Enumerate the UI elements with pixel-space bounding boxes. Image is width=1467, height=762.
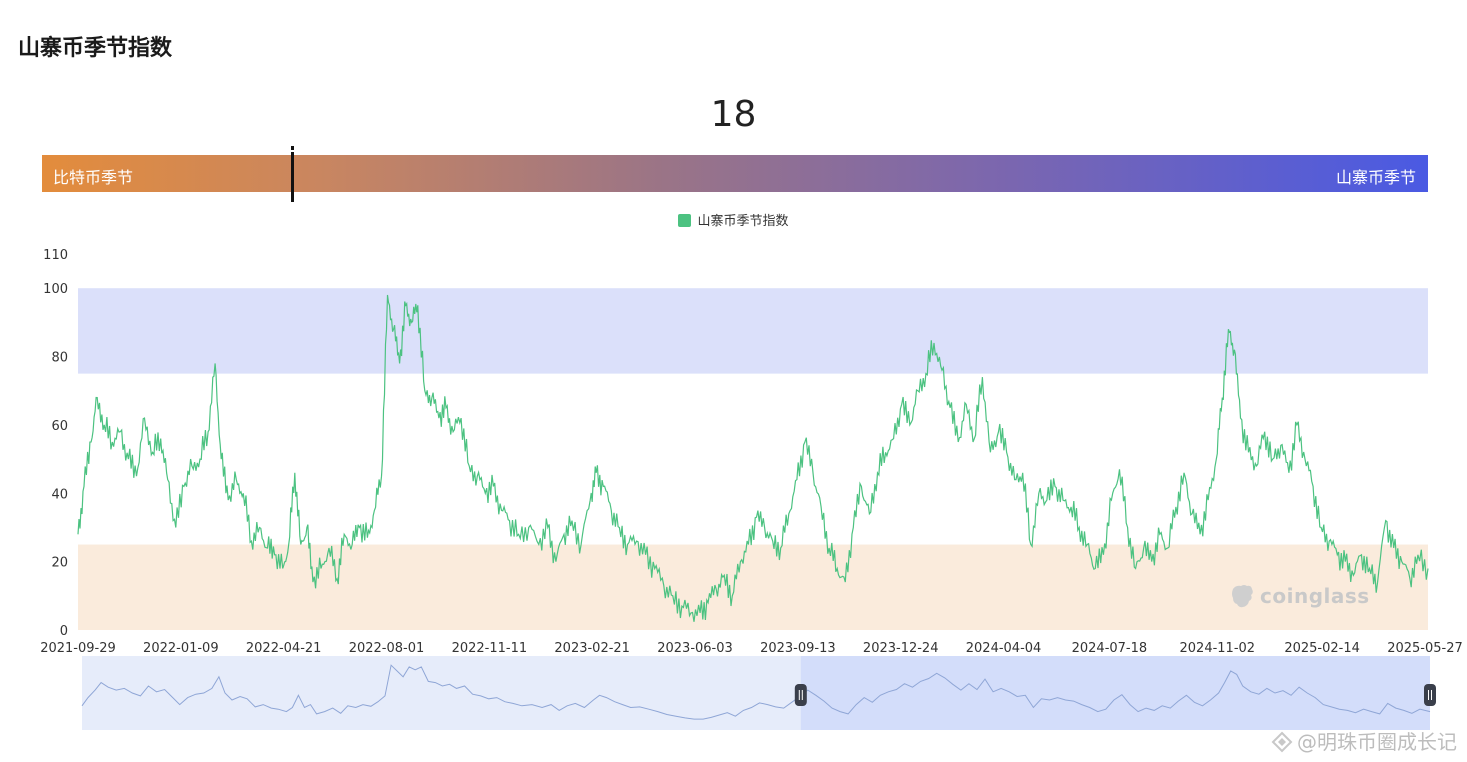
navigator-selected-range[interactable] xyxy=(800,656,1430,730)
x-tick-label: 2024-07-18 xyxy=(1072,641,1148,656)
diamond-icon xyxy=(1271,731,1293,753)
chart-legend[interactable]: 山寨币季节指数 xyxy=(0,210,1467,229)
bitcoin-season-band xyxy=(78,544,1428,630)
coinglass-logo-icon xyxy=(1232,585,1253,608)
watermark-text: coinglass xyxy=(1260,584,1370,608)
author-credit: @明珠币圈成长记 xyxy=(1271,726,1457,755)
current-index-value: 18 xyxy=(710,94,757,135)
altcoin-season-label: 山寨币季节 xyxy=(1335,168,1416,187)
y-tick-label: 40 xyxy=(51,487,68,502)
navigator-handle-right[interactable] xyxy=(1424,684,1436,706)
navigator-handle-left[interactable] xyxy=(794,684,807,706)
legend-label: 山寨币季节指数 xyxy=(697,214,789,229)
x-tick-label: 2023-09-13 xyxy=(760,641,836,656)
y-tick-label: 110 xyxy=(43,248,68,263)
x-tick-label: 2025-02-14 xyxy=(1284,641,1360,656)
x-tick-label: 2024-04-04 xyxy=(966,641,1042,656)
navigator-line xyxy=(81,664,1431,720)
credit-text: @明珠币圈成长记 xyxy=(1297,730,1457,754)
x-tick-label: 2022-01-09 xyxy=(143,641,219,656)
season-gradient-bar: 比特币季节 山寨币季节 xyxy=(42,155,1428,192)
x-tick-label: 2024-11-02 xyxy=(1180,641,1256,656)
series-line-altcoin-index xyxy=(77,294,1429,622)
x-tick-label: 2021-09-29 xyxy=(40,641,116,656)
y-tick-label: 60 xyxy=(51,419,68,434)
x-tick-label: 2022-04-21 xyxy=(246,641,322,656)
altcoin-season-band xyxy=(78,288,1428,374)
x-tick-label: 2022-08-01 xyxy=(349,641,425,656)
y-tick-label: 20 xyxy=(51,556,68,571)
y-tick-label: 80 xyxy=(51,351,68,366)
series-line-group xyxy=(77,294,1429,622)
x-tick-label: 2023-12-24 xyxy=(863,641,939,656)
current-value-marker xyxy=(291,146,294,202)
bitcoin-season-label: 比特币季节 xyxy=(53,168,134,187)
y-tick-label: 100 xyxy=(43,282,68,297)
page-title: 山寨币季节指数 xyxy=(18,36,173,61)
x-axis: 2021-09-29 2022-01-09 2022-04-21 2022-08-01… xyxy=(40,641,1463,656)
legend-swatch xyxy=(678,214,692,227)
y-axis: 0 20 40 60 80 100 110 xyxy=(43,248,68,639)
coinglass-watermark: coinglass xyxy=(1230,583,1370,609)
x-tick-label: 2023-06-03 xyxy=(657,641,733,656)
x-tick-label: 2025-05-27 xyxy=(1387,641,1463,656)
season-bands xyxy=(78,288,1428,630)
y-tick-label: 0 xyxy=(60,624,68,639)
x-tick-label: 2022-11-11 xyxy=(452,641,528,656)
x-tick-label: 2023-02-21 xyxy=(554,641,630,656)
range-navigator xyxy=(81,656,1436,730)
